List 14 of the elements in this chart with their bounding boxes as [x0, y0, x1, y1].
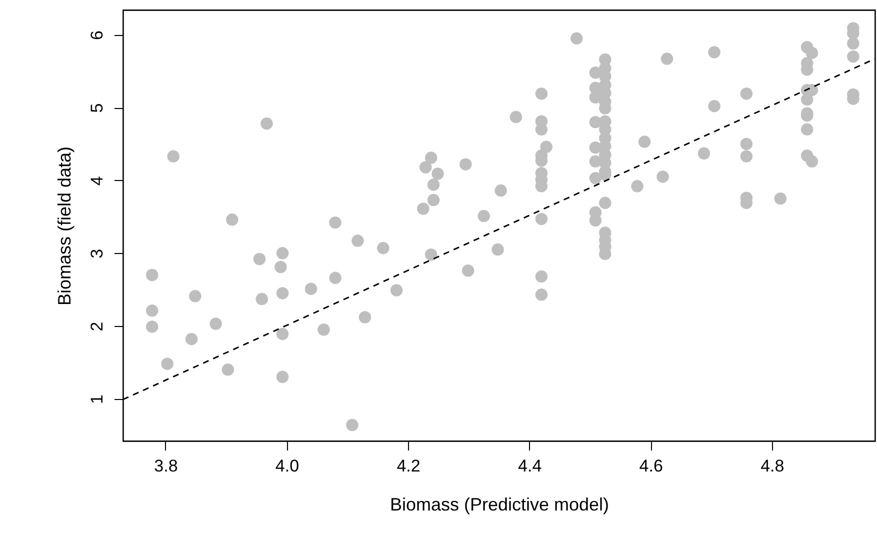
x-tick-label: 4.0	[275, 456, 300, 476]
x-tick-label: 4.2	[396, 456, 420, 476]
y-tick-label: 4	[88, 176, 106, 186]
y-tick-label: 5	[88, 103, 106, 113]
y-tick-label: 1	[88, 394, 106, 404]
y-tick-label: 3	[88, 248, 106, 258]
x-tick-label: 3.8	[154, 456, 178, 476]
y-tick-label: 6	[88, 30, 106, 40]
y-axis-title: Biomass (field data)	[54, 146, 74, 306]
x-tick-label: 4.8	[760, 456, 784, 476]
x-tick-label: 4.6	[639, 456, 663, 476]
x-tick-label: 4.4	[518, 456, 542, 476]
y-tick-label: 2	[88, 322, 106, 332]
x-axis-title: Biomass (Predictive model)	[390, 494, 610, 514]
